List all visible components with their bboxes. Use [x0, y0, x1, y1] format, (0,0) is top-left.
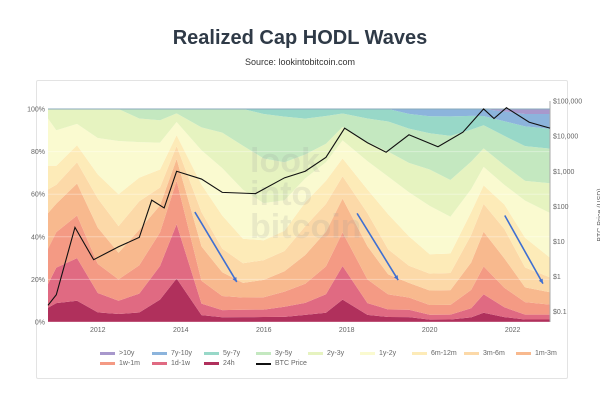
- legend-swatch: [204, 351, 219, 355]
- legend-label: 7y-10y: [171, 349, 193, 357]
- btc-price-line: [47, 107, 551, 306]
- legend-swatch: [360, 351, 375, 355]
- legend-item[interactable]: BTC Price: [256, 359, 308, 369]
- watermark-logo: bitcoin: [250, 208, 361, 246]
- legend-item[interactable]: 5y-7y: [204, 348, 256, 358]
- band-1m3m: [48, 158, 550, 306]
- legend-item[interactable]: 1w-1m: [100, 358, 152, 368]
- legend-item[interactable]: 3y-5y: [256, 348, 308, 358]
- legend-item[interactable]: 1d-1w: [152, 358, 204, 368]
- y-tick-label: 20%: [31, 277, 45, 284]
- legend-swatch: [100, 351, 115, 355]
- y2-tick-label: $10,000: [553, 134, 578, 141]
- legend-swatch: [204, 361, 219, 365]
- watermark-logo: into: [250, 175, 312, 213]
- trend-arrow: [194, 211, 238, 283]
- chart-title: Realized Cap HODL Waves: [172, 27, 428, 49]
- x-tick-label: 2020: [422, 327, 438, 334]
- legend-swatch: [152, 351, 167, 355]
- legend-swatch: [256, 363, 271, 365]
- legend-item[interactable]: 3m-6m: [464, 348, 516, 358]
- y2-tick-label: $0.1: [553, 309, 567, 316]
- y-tick-label: 100%: [27, 107, 45, 114]
- arrow-head-icon: [538, 278, 543, 284]
- legend-label: 1w-1m: [119, 359, 141, 367]
- y2-tick-label: $10: [553, 239, 565, 246]
- legend-label: 24h: [223, 359, 235, 367]
- legend-item[interactable]: >10y: [100, 348, 152, 358]
- legend-swatch: [516, 351, 531, 355]
- legend-swatch: [412, 351, 427, 355]
- legend-label: 2y-3y: [327, 349, 345, 357]
- x-tick-label: 2012: [90, 327, 106, 334]
- band-1d1w: [48, 224, 550, 320]
- band-2y3y: [48, 109, 550, 217]
- legend-label: 1m-3m: [535, 349, 557, 357]
- legend-swatch: [100, 361, 115, 365]
- chart-subtitle: Source: lookintobitcoin.com: [244, 57, 356, 67]
- arrow-head-icon: [232, 276, 237, 282]
- x-tick-label: 2022: [505, 327, 521, 334]
- y2-axis-label: BTC Price (USD): [597, 188, 600, 241]
- y2-tick-label: $100,000: [553, 99, 582, 106]
- legend-swatch: [256, 351, 271, 355]
- legend-item[interactable]: 1m-3m: [516, 348, 568, 358]
- legend: >10y 7y-10y 5y-7y 3y-5y 2y-3y 1y-2y 6m-12m 3m-6…: [100, 348, 580, 369]
- x-tick-label: 2018: [339, 327, 355, 334]
- y-tick-label: 0%: [35, 320, 45, 327]
- y-tick-label: 40%: [31, 234, 45, 241]
- arrow-head-icon: [393, 275, 399, 281]
- legend-label: 3y-5y: [275, 349, 293, 357]
- legend-label: 3m-6m: [483, 349, 505, 357]
- y2-tick-label: $1,000: [553, 169, 575, 176]
- legend-label: >10y: [119, 349, 135, 357]
- legend-label: 5y-7y: [223, 349, 241, 357]
- chart-card: [36, 80, 568, 379]
- legend-swatch: [464, 351, 479, 355]
- legend-swatch: [308, 351, 323, 355]
- trend-arrow: [356, 212, 399, 281]
- x-tick-label: 2014: [173, 327, 189, 334]
- x-tick-label: 2016: [256, 327, 272, 334]
- band-5y7y: [48, 109, 550, 149]
- y2-tick-label: $100: [553, 204, 569, 211]
- band-7y10y: [48, 109, 550, 129]
- y-tick-label: 80%: [31, 149, 45, 156]
- trend-arrow: [504, 215, 544, 285]
- legend-label: 6m-12m: [431, 349, 457, 357]
- y2-tick-label: $1: [553, 274, 561, 281]
- legend-label: 1y-2y: [379, 349, 397, 357]
- watermark-logo: look: [250, 142, 320, 180]
- band-1w1m: [48, 180, 550, 315]
- y-tick-label: 60%: [31, 192, 45, 199]
- legend-item[interactable]: 7y-10y: [152, 348, 204, 358]
- band-3y5y: [48, 109, 550, 184]
- band-24h: [48, 278, 550, 322]
- band-1y2y: [48, 118, 550, 258]
- legend-item[interactable]: 2y-3y: [308, 348, 360, 358]
- legend-item[interactable]: 1y-2y: [360, 348, 412, 358]
- legend-item[interactable]: 24h: [204, 358, 256, 368]
- legend-label: 1d-1w: [171, 359, 191, 367]
- legend-label: BTC Price: [275, 360, 307, 368]
- legend-item[interactable]: 6m-12m: [412, 348, 464, 358]
- legend-swatch: [152, 361, 167, 365]
